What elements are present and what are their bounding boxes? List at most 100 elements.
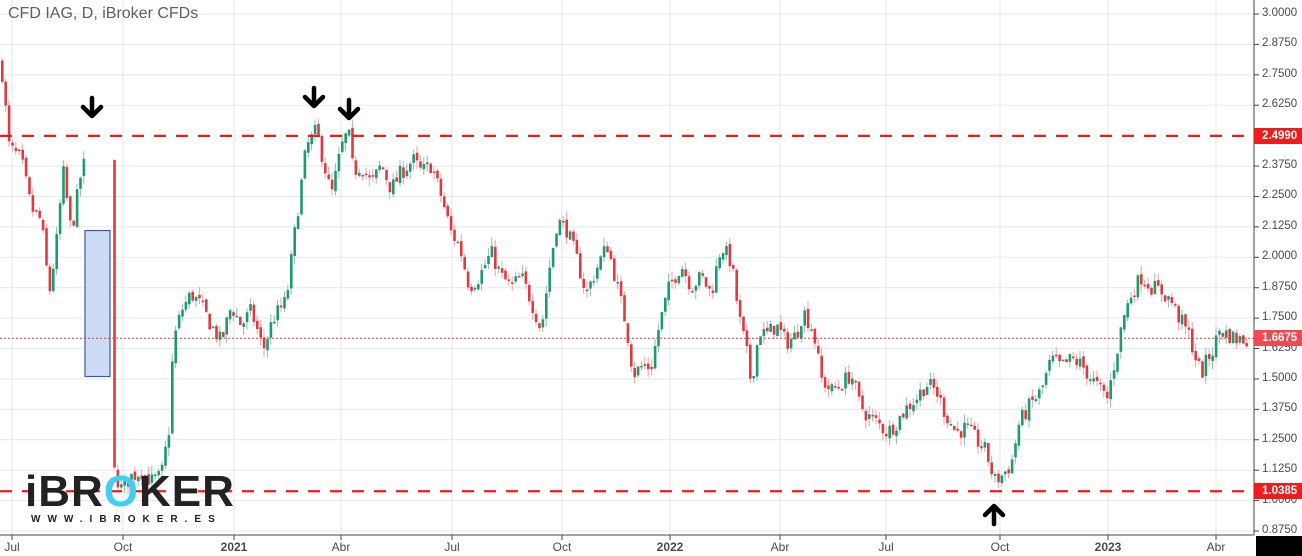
candle [283, 297, 286, 309]
x-tick-label: Jul [444, 540, 460, 554]
candle [1116, 353, 1119, 372]
candle [715, 266, 718, 293]
candle [1214, 335, 1218, 358]
candle [7, 105, 11, 142]
logo-wordmark: iBROKER [25, 467, 235, 516]
candle [392, 179, 395, 195]
candle [840, 389, 844, 391]
candle [738, 300, 742, 317]
candle [232, 312, 235, 316]
candle [296, 216, 300, 230]
candle [497, 266, 500, 269]
candle [123, 477, 126, 486]
candle [919, 389, 922, 401]
candle [412, 154, 415, 163]
candle [636, 366, 640, 376]
candle [320, 135, 324, 162]
candle [41, 219, 45, 231]
candle [201, 300, 205, 303]
candle [460, 241, 463, 257]
candle [31, 195, 35, 212]
candle [1140, 274, 1143, 285]
candle [585, 289, 589, 292]
candle [1000, 475, 1004, 484]
candle [1238, 336, 1242, 343]
candle [562, 221, 565, 223]
candle [803, 310, 806, 326]
candle [371, 175, 375, 177]
candle [269, 322, 273, 338]
candle [1153, 280, 1157, 295]
candle [861, 395, 864, 410]
candle [273, 321, 276, 324]
y-tick-label: 2.6250 [1262, 98, 1298, 111]
candle [1211, 355, 1214, 361]
horizontal-levels [0, 134, 1254, 493]
candle [511, 282, 514, 284]
candle [405, 170, 409, 177]
candle [966, 423, 970, 426]
candle [925, 386, 929, 396]
gap-box-annotation [84, 229, 111, 378]
candle [640, 365, 643, 368]
candle [1082, 356, 1085, 368]
ibroker-logo: iBROKER WWW.IBROKER.ES [25, 467, 235, 526]
candle [222, 332, 225, 337]
candle [630, 344, 633, 367]
candle [395, 177, 398, 182]
candle [130, 473, 133, 485]
candle [1095, 376, 1099, 381]
candle [1201, 361, 1204, 378]
candle [245, 312, 249, 323]
candle [18, 149, 21, 152]
candle [126, 477, 130, 487]
candle [137, 476, 140, 482]
candle [198, 294, 201, 299]
candle [878, 419, 881, 424]
candle [857, 381, 861, 397]
candle [11, 142, 14, 146]
candle [1, 60, 4, 82]
candle [1027, 398, 1031, 421]
candle [963, 422, 966, 438]
x-tick-label: Abr [1206, 540, 1226, 554]
candle [551, 247, 555, 268]
arrow-annotations [80, 85, 1006, 527]
candle [1228, 329, 1231, 343]
candle [1085, 365, 1089, 379]
y-tick-label: 1.5000 [1262, 371, 1298, 384]
candle [446, 205, 449, 217]
chart-grid [0, 0, 1254, 535]
candle [409, 163, 412, 172]
candle [259, 327, 262, 338]
candle [1204, 354, 1208, 377]
candle [834, 386, 837, 388]
candle [725, 245, 728, 255]
candle [1174, 304, 1177, 306]
candle [388, 182, 392, 193]
candle [300, 179, 303, 215]
candle [368, 175, 371, 178]
candle [1180, 314, 1184, 325]
candle [422, 164, 426, 170]
candle [776, 324, 779, 337]
candle [664, 297, 667, 312]
candle [235, 315, 239, 318]
candle [429, 163, 432, 174]
candle [912, 405, 915, 412]
candle [215, 325, 218, 340]
candle [1133, 295, 1136, 297]
candle [140, 475, 143, 480]
candle [647, 363, 650, 370]
candle [956, 428, 959, 431]
candle [1194, 351, 1197, 361]
candle [623, 295, 626, 322]
resistance-price-tag: 2.4990 [1254, 127, 1302, 144]
candle [1031, 396, 1034, 400]
candle [711, 290, 715, 294]
candle [171, 361, 174, 434]
candle [252, 304, 256, 322]
candle [317, 123, 320, 137]
candle [211, 326, 215, 329]
